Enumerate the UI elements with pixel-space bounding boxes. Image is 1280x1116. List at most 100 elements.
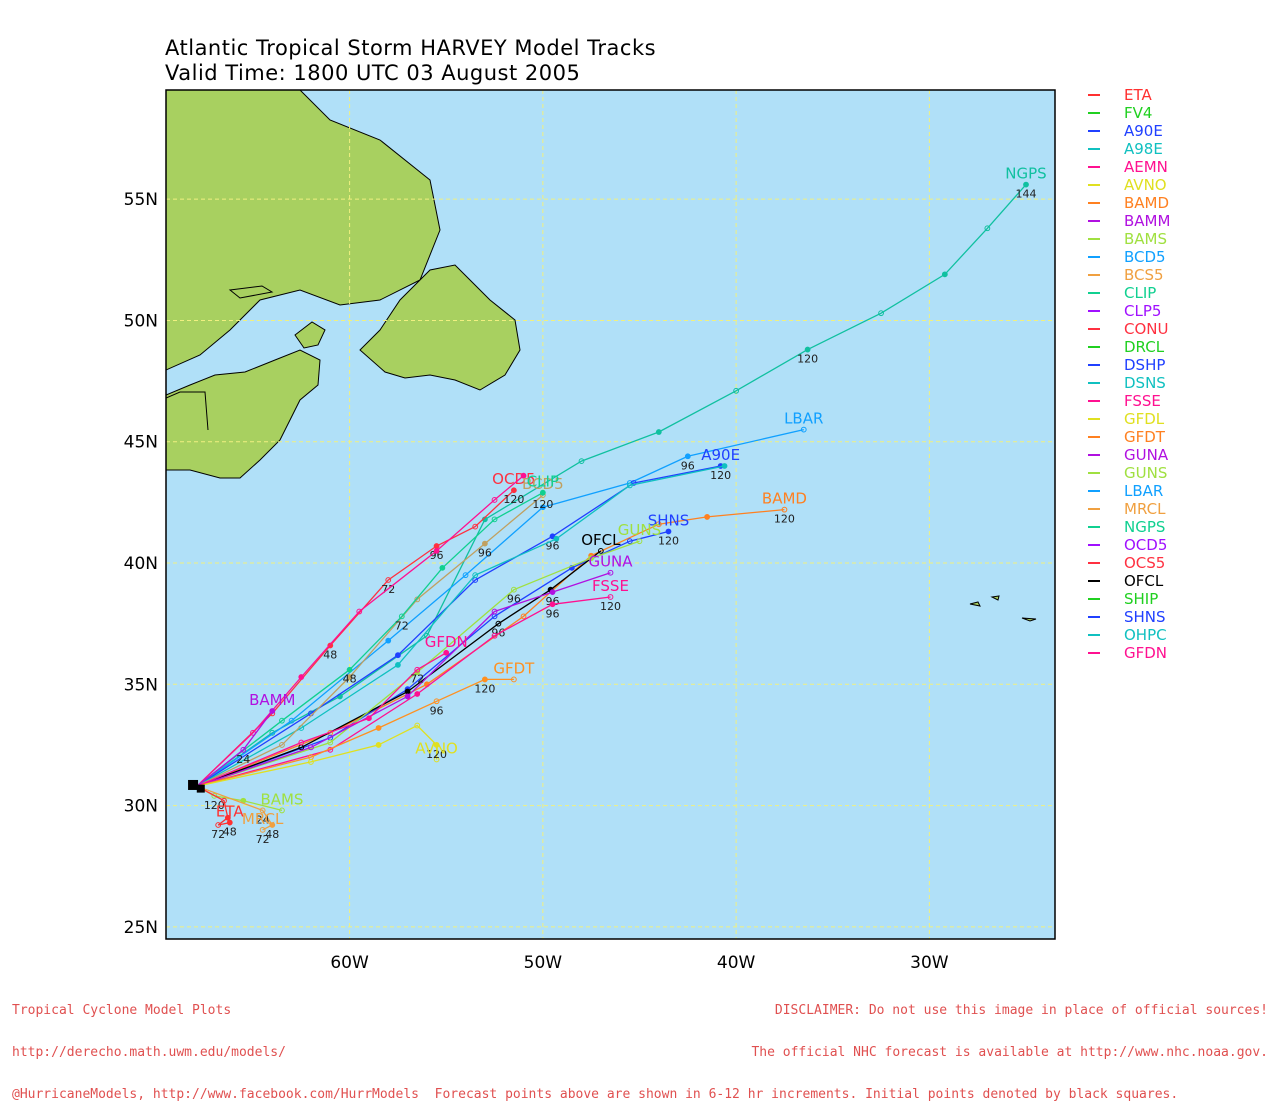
initial-position-marker	[196, 784, 205, 793]
forecast-hour-label: 120	[204, 799, 225, 812]
track-point	[655, 429, 662, 435]
map-frame	[165, 89, 1056, 940]
lat-tick-label: 30N	[124, 797, 158, 817]
legend-swatch	[1088, 436, 1100, 438]
track-point	[539, 489, 546, 496]
legend-swatch	[1088, 364, 1100, 366]
track-point	[553, 535, 560, 542]
legend-swatch	[1088, 94, 1100, 96]
track-point	[221, 797, 227, 804]
legend-item: BCD5	[1088, 248, 1170, 266]
legend-swatch	[1088, 508, 1100, 510]
track-label: GFDN	[425, 633, 468, 651]
track-point	[279, 807, 285, 814]
track-label: AVNO	[415, 739, 458, 757]
lat-tick-label: 35N	[124, 675, 158, 695]
footer-left-line: Tropical Cyclone Model Plots	[12, 1003, 232, 1018]
legend-label: A98E	[1124, 140, 1163, 158]
track-point	[800, 426, 807, 433]
footer-left-line: @HurricaneModels, http://www.facebook.co…	[12, 1087, 1179, 1102]
track-point	[510, 586, 517, 593]
track-bamm: 24 BAMM	[196, 691, 296, 787]
track-point	[259, 807, 266, 814]
legend-swatch	[1088, 472, 1100, 474]
legend-swatch	[1088, 652, 1100, 654]
forecast-hour-label: 24	[256, 813, 270, 826]
track-point	[308, 759, 314, 765]
forecast-hour-label: 96	[507, 593, 521, 606]
lat-tick-label: 25N	[124, 918, 158, 938]
track-label: SHNS	[648, 511, 690, 529]
legend-swatch	[1088, 274, 1100, 276]
track-point	[878, 310, 884, 317]
track-point	[607, 569, 614, 576]
legend-label: NGPS	[1124, 518, 1166, 536]
legend-label: LBAR	[1124, 482, 1164, 500]
legend-label: ETA	[1124, 86, 1152, 104]
track-point	[491, 608, 498, 615]
track-label: BAMM	[249, 691, 295, 709]
track-lbar: 96 LBAR	[196, 410, 823, 787]
forecast-hour-label: 120	[474, 682, 495, 695]
track-point	[443, 649, 450, 656]
track-point	[588, 555, 595, 562]
legend-item: A90E	[1088, 122, 1170, 140]
forecast-hour-label: 120	[532, 498, 553, 511]
land-newfoundland	[359, 264, 521, 391]
track-point	[211, 792, 218, 799]
track-ofcl: 96 OFCL	[196, 531, 621, 787]
legend-swatch	[1088, 616, 1100, 618]
track-line	[196, 475, 524, 787]
track-point	[259, 826, 266, 833]
track-bams: 120 BAMS	[196, 785, 303, 814]
legend-swatch	[1088, 202, 1100, 204]
forecast-hour-label: 72	[395, 619, 409, 632]
land-cape-breton	[294, 321, 326, 349]
legend-item: SHNS	[1088, 608, 1170, 626]
track-point	[495, 620, 502, 627]
track-point	[240, 746, 247, 753]
legend-swatch	[1088, 562, 1100, 564]
track-label: A90E	[701, 446, 740, 464]
track-line	[196, 465, 725, 787]
track-point	[984, 225, 991, 232]
track-line	[196, 572, 611, 787]
legend-item: DSNS	[1088, 374, 1170, 392]
track-point	[472, 523, 479, 530]
legend-swatch	[1088, 256, 1100, 258]
legend-item: CONU	[1088, 320, 1170, 338]
legend-item: BAMD	[1088, 194, 1170, 212]
forecast-hour-label: 96	[681, 459, 695, 472]
legend-label: CLIP	[1124, 284, 1157, 302]
track-point	[781, 506, 788, 513]
track-point	[433, 756, 440, 763]
lat-tick-label: 40N	[124, 554, 158, 574]
track-fsse: 96 120 FSSE	[196, 577, 629, 787]
track-point	[298, 674, 305, 680]
forecast-hour-label: 24	[236, 753, 250, 766]
map-title: Atlantic Tropical Storm HARVEY Model Tra…	[165, 36, 657, 60]
track-point	[481, 676, 488, 683]
track-point	[520, 613, 527, 620]
legend-label: SHIP	[1124, 590, 1159, 608]
track-line	[196, 710, 273, 787]
legend-label: AVNO	[1124, 176, 1167, 194]
track-point	[433, 742, 440, 748]
lat-tick-label: 45N	[124, 433, 158, 453]
track-label: GFDT	[493, 659, 535, 677]
track-point	[215, 822, 222, 828]
legend-swatch	[1088, 580, 1100, 582]
legend-item: SHIP	[1088, 590, 1170, 608]
track-point	[472, 572, 479, 579]
track-label: ETA	[216, 803, 244, 821]
legend-item: BAMS	[1088, 230, 1170, 248]
model-tracks: 120144NGPS96LBAR12096A90E487296120OCD596…	[188, 165, 1047, 846]
track-point	[279, 742, 285, 748]
track-point	[626, 538, 633, 545]
track-point	[375, 725, 382, 731]
legend-item: GUNS	[1088, 464, 1170, 482]
track-aemn	[196, 472, 527, 787]
track-point	[414, 722, 421, 729]
track-point	[684, 453, 691, 460]
legend-item: CLP5	[1088, 302, 1170, 320]
